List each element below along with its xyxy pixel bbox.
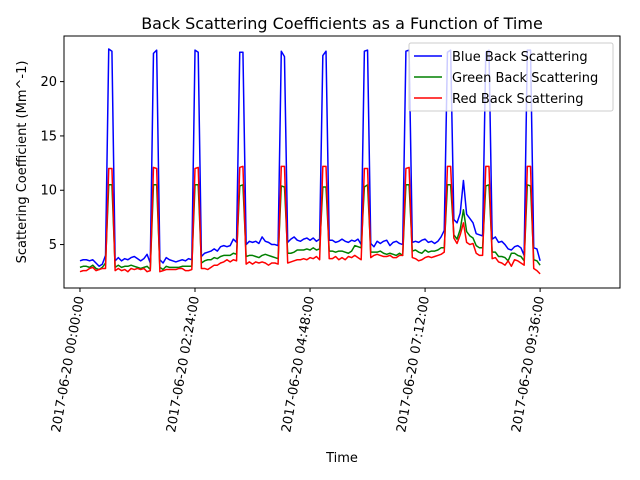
chart-title: Back Scattering Coefficients as a Functi… [141, 14, 543, 33]
series-line-blue-back-scattering [79, 48, 541, 268]
y-axis: 5 10 15 20 [40, 75, 64, 253]
x-axis-label: Time [325, 451, 358, 466]
series-lines [79, 48, 541, 275]
legend-box [408, 42, 614, 112]
y-tick-label: 10 [40, 184, 57, 199]
y-tick-label: 5 [49, 238, 57, 253]
y-axis-label: Scattering Coefficient (Mm^-1) [15, 61, 30, 264]
axes-frame [63, 35, 621, 289]
legend-label-blue-back-scattering: Blue Back Scattering [452, 50, 588, 65]
y-tick-label: 15 [40, 129, 57, 144]
series-line-red-back-scattering [79, 165, 541, 275]
legend-label-green-back-scattering: Green Back Scattering [452, 71, 598, 86]
legend: Blue Back Scattering Green Back Scatterin… [408, 42, 614, 112]
legend-label-red-back-scattering: Red Back Scattering [452, 92, 584, 107]
plot-area [63, 35, 621, 289]
y-tick-label: 20 [40, 75, 57, 90]
